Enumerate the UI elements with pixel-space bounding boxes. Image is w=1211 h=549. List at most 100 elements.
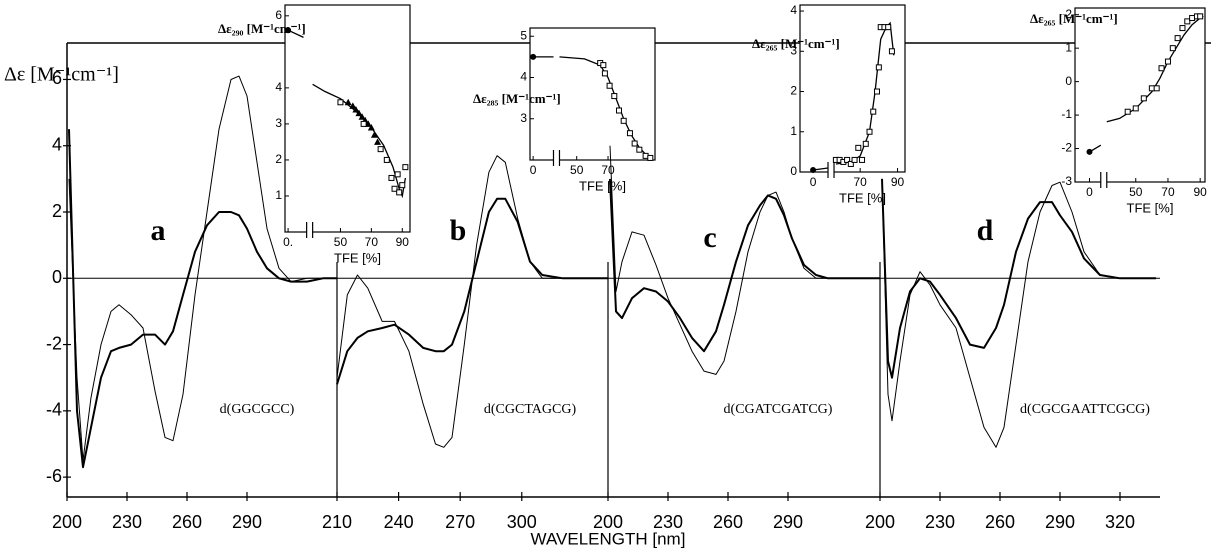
y-tick-label: 0 xyxy=(52,267,62,287)
triangle-marker xyxy=(374,138,382,145)
square-marker xyxy=(1184,18,1191,25)
square-marker xyxy=(859,156,866,163)
x-tick-label: 200 xyxy=(865,512,895,532)
x-tick-label: 260 xyxy=(713,512,743,532)
y-tick-label: 0 xyxy=(790,164,797,178)
square-marker xyxy=(611,93,618,100)
sequence-label: d(GGCGCC) xyxy=(220,402,295,417)
dot-marker xyxy=(810,166,817,173)
y-tick-label: 4 xyxy=(275,80,282,94)
square-marker xyxy=(1169,45,1176,52)
x-tick-label: 0. xyxy=(283,235,293,249)
square-marker xyxy=(875,64,882,71)
inset-y-title: Δε₂₆₅ [M⁻¹cm⁻¹] xyxy=(1030,11,1118,26)
sequence-label: d(CGCTAGCG) xyxy=(484,402,577,417)
inset-x-title: TFE [%] xyxy=(579,178,626,193)
square-marker xyxy=(360,120,367,127)
square-marker xyxy=(402,164,409,171)
x-tick-label: 260 xyxy=(985,512,1015,532)
square-marker xyxy=(851,156,858,163)
y-tick-label: -4 xyxy=(46,400,62,420)
cd-curve xyxy=(336,197,608,385)
x-axis-title: WAVELENGTH [nm] xyxy=(531,529,686,548)
inset-y-title: Δε₂₉₀ [M⁻¹cm⁻¹] xyxy=(218,21,306,36)
x-tick-label: 90 xyxy=(891,175,905,189)
square-marker xyxy=(1164,58,1171,65)
sequence-label: d(CGATCGATCG) xyxy=(724,402,833,417)
axis-break xyxy=(306,224,313,240)
square-marker xyxy=(1158,65,1165,72)
x-tick-label: 230 xyxy=(653,512,683,532)
square-marker xyxy=(600,62,607,69)
y-tick-label: 4 xyxy=(52,134,62,154)
y-tick-label: 4 xyxy=(790,3,797,17)
square-marker xyxy=(615,107,622,114)
y-tick-label: -1 xyxy=(1061,107,1072,121)
triangle-marker xyxy=(355,109,363,117)
cd-curve xyxy=(609,145,880,375)
x-tick-label: 70 xyxy=(853,175,867,189)
y-tick-label: 4 xyxy=(520,70,527,84)
y-tick-label: 1 xyxy=(275,188,282,202)
y-tick-label: 3 xyxy=(520,111,527,125)
triangle-marker xyxy=(352,105,360,113)
x-tick-label: 320 xyxy=(1105,512,1135,532)
x-tick-label: 260 xyxy=(172,512,202,532)
inset-y-title: Δε₂₆₅ [M⁻¹cm⁻¹] xyxy=(752,36,840,51)
triangle-marker xyxy=(370,131,378,138)
x-tick-label: 200 xyxy=(52,512,82,532)
triangle-marker xyxy=(358,113,366,120)
square-marker xyxy=(631,140,638,147)
x-tick-label: 90 xyxy=(1193,185,1207,199)
x-tick-label: 0 xyxy=(810,175,817,189)
x-tick-label: 270 xyxy=(445,512,475,532)
square-marker xyxy=(1189,15,1196,22)
y-tick-label: 6 xyxy=(52,68,62,88)
dot-marker xyxy=(285,27,292,34)
cd-curve xyxy=(609,178,880,353)
cd-curve xyxy=(336,155,608,448)
x-tick-label: 50 xyxy=(334,235,348,249)
square-marker xyxy=(396,189,403,196)
square-marker xyxy=(636,146,643,153)
x-tick-label: 210 xyxy=(322,512,352,532)
triangle-marker xyxy=(344,98,352,106)
y-tick-label: -6 xyxy=(46,466,62,486)
x-tick-label: 70 xyxy=(1161,185,1175,199)
inset-frame xyxy=(1074,7,1206,183)
sequence-label: d(CGCGAATTCGCG) xyxy=(1020,402,1150,417)
cd-curve xyxy=(68,75,337,461)
x-tick-label: 290 xyxy=(1045,512,1075,532)
cd-curve xyxy=(881,178,1156,379)
square-marker xyxy=(606,82,613,89)
x-tick-label: 50 xyxy=(1129,185,1143,199)
axis-break xyxy=(828,164,835,180)
y-tick-label: 5 xyxy=(520,28,527,42)
x-tick-label: 70 xyxy=(365,235,379,249)
axis-break xyxy=(553,152,560,168)
square-marker xyxy=(626,130,633,137)
square-marker xyxy=(337,99,344,106)
cd-curve xyxy=(68,129,337,469)
square-marker xyxy=(847,160,854,167)
y-tick-label: 0 xyxy=(1065,74,1072,88)
square-marker xyxy=(1197,13,1204,20)
x-tick-label: 240 xyxy=(384,512,414,532)
square-marker xyxy=(866,128,873,135)
panel-letter: a xyxy=(151,214,166,247)
y-tick-label: 1 xyxy=(1065,40,1072,54)
y-tick-label: 3 xyxy=(275,116,282,130)
x-tick-label: 0 xyxy=(530,163,537,177)
square-marker xyxy=(1140,95,1147,102)
x-tick-label: 290 xyxy=(773,512,803,532)
panel-letter: b xyxy=(450,214,467,247)
y-tick-label: -2 xyxy=(1061,141,1072,155)
square-marker xyxy=(391,185,398,192)
triangle-marker xyxy=(349,102,357,109)
square-marker xyxy=(844,156,851,163)
inset-x-title: TFE [%] xyxy=(334,250,381,265)
inset-frame xyxy=(529,27,656,161)
square-marker xyxy=(885,24,892,31)
x-tick-label: 230 xyxy=(112,512,142,532)
